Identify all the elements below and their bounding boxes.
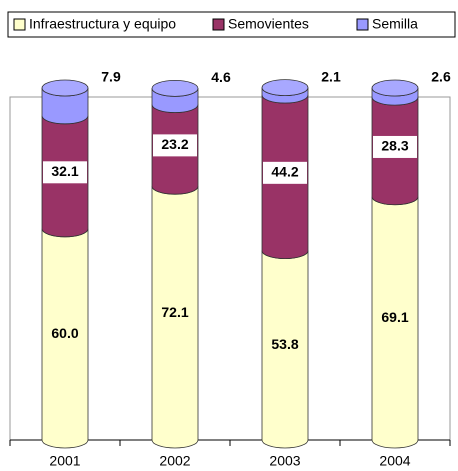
data-label: 32.1: [51, 163, 78, 179]
legend-label: Semovientes: [228, 16, 309, 32]
data-label: 4.6: [211, 69, 231, 85]
data-label-box: [153, 134, 197, 157]
data-label: 2.1: [321, 68, 341, 84]
data-label: 44.2: [271, 164, 298, 180]
legend-label: Semilla: [372, 16, 418, 32]
x-tick-label: 2001: [49, 453, 80, 469]
cylinder-cap: [261, 79, 309, 97]
data-label: 72.1: [161, 304, 188, 320]
data-label-box: [43, 161, 87, 184]
x-tick-label: 2004: [379, 453, 410, 469]
data-label: 69.1: [381, 309, 408, 325]
legend-label: Infraestructura y equipo: [29, 16, 176, 32]
legend-swatch: [356, 18, 369, 31]
x-tick-label: 2003: [269, 453, 300, 469]
data-label: 23.2: [161, 136, 188, 152]
data-label-box: [373, 135, 417, 158]
legend-swatch: [212, 18, 225, 31]
data-label: 2.6: [431, 69, 451, 85]
data-label: 53.8: [271, 336, 298, 352]
cylinder-cap: [41, 79, 89, 97]
legend-box: [7, 11, 456, 38]
data-label-box: [263, 161, 307, 184]
data-label: 60.0: [51, 325, 78, 341]
cylinder-cap: [151, 79, 199, 97]
x-tick-label: 2002: [159, 453, 190, 469]
legend-swatch: [13, 18, 26, 31]
data-label: 7.9: [101, 69, 121, 85]
cylinder-cap: [371, 79, 419, 97]
data-label: 28.3: [381, 138, 408, 154]
